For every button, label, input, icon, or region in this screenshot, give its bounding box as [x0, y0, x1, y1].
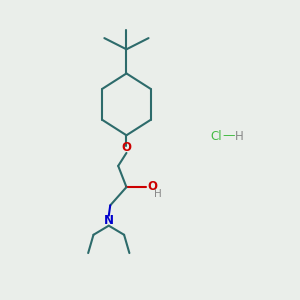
- Text: O: O: [148, 180, 158, 193]
- Text: H: H: [235, 130, 243, 143]
- Text: O: O: [122, 141, 131, 154]
- Text: H: H: [154, 189, 162, 199]
- Text: Cl: Cl: [210, 130, 222, 143]
- Text: —: —: [223, 129, 235, 142]
- Text: N: N: [104, 214, 114, 227]
